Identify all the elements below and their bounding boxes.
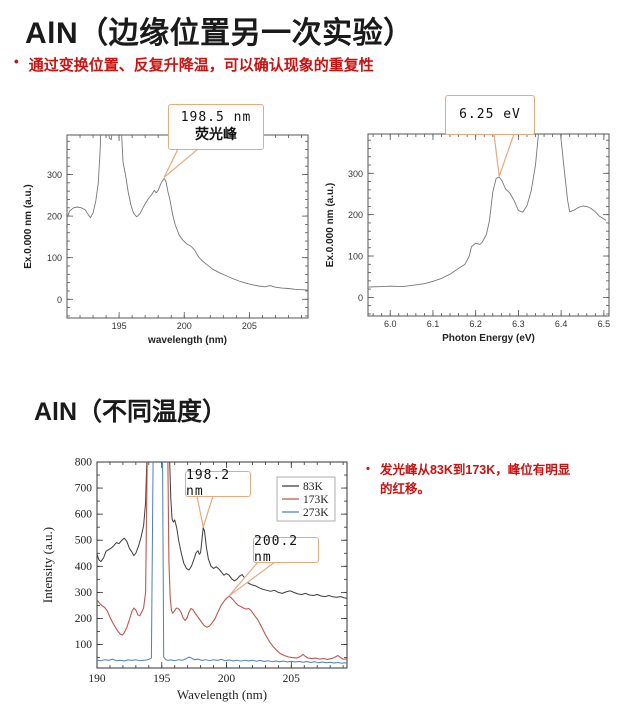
svg-text:6.1: 6.1 [427, 319, 440, 329]
svg-text:100: 100 [75, 639, 93, 651]
chart-photon-energy: 6.0 6.1 6.2 6.3 6.4 6.5 0 100 200 300 Photon Energ… [320, 90, 632, 348]
svg-text:800: 800 [75, 457, 93, 469]
callout-tail [493, 133, 515, 177]
bullet-repeatability: • 通过变换位置、反复升降温，可以确认现象的重复性 [14, 54, 614, 75]
svg-text:wavelength (nm): wavelength (nm) [147, 335, 227, 346]
bullet-repeatability-text: 通过变换位置、反复升降温，可以确认现象的重复性 [28, 57, 374, 74]
svg-text:700: 700 [75, 483, 93, 495]
callout-fluorescence-peak-label: 荧光峰 [195, 126, 237, 143]
svg-text:195: 195 [153, 673, 171, 685]
svg-text:195: 195 [112, 321, 127, 331]
svg-text:300: 300 [47, 170, 62, 180]
svg-text:200: 200 [348, 210, 363, 220]
callout-tail [163, 148, 200, 178]
bullet-dot: • [366, 463, 370, 475]
callout-peak-198-2-nm: 198.2 nm [185, 468, 251, 499]
svg-text:500: 500 [75, 535, 93, 547]
callout-peak-wavelength-value: 198.5 nm [180, 110, 252, 126]
svg-text:200: 200 [47, 212, 62, 222]
svg-text:205: 205 [283, 673, 301, 685]
svg-text:83K: 83K [303, 481, 324, 493]
callout-173k-peak-value: 200.2 nm [254, 533, 299, 565]
svg-text:6.4: 6.4 [555, 319, 568, 329]
chart-emission-wavelength: 195 200 205 0 100 200 300 wavelength (nm) Ex.0.0… [15, 90, 310, 348]
svg-text:6.2: 6.2 [469, 319, 482, 329]
svg-text:6.3: 6.3 [512, 319, 525, 329]
svg-text:190: 190 [88, 673, 106, 685]
svg-text:Ex.0.000 nm (a.u.): Ex.0.000 nm (a.u.) [325, 183, 336, 267]
svg-text:Ex.0.000 nm (a.u.): Ex.0.000 nm (a.u.) [23, 184, 34, 268]
callout-83k-peak-value: 198.2 nm [186, 467, 231, 499]
bullet-dot: • [14, 54, 19, 69]
svg-text:Intensity (a.u.): Intensity (a.u.) [40, 527, 55, 603]
svg-text:Wavelength (nm): Wavelength (nm) [177, 687, 267, 702]
callout-peak-198-5-nm: 198.5 nm 荧光峰 [168, 104, 264, 150]
svg-text:0: 0 [57, 295, 62, 305]
bullet-redshift: • 发光峰从83K到173K，峰位有明显的红移。 [366, 461, 578, 499]
svg-text:200: 200 [75, 613, 93, 625]
svg-text:300: 300 [348, 169, 363, 179]
chart-temperature-comparison: 190 195 200 205 100 200 300 400 500 600 700 800 Wave… [25, 453, 360, 714]
callout-peak-energy-value: 6.25 eV [459, 106, 521, 122]
bullet-redshift-text: 发光峰从83K到173K，峰位有明显的红移。 [379, 463, 571, 496]
svg-text:Photon Energy (eV): Photon Energy (eV) [442, 333, 535, 344]
svg-text:6.0: 6.0 [384, 319, 397, 329]
callout-peak-200-2-nm: 200.2 nm [253, 534, 319, 565]
svg-text:400: 400 [75, 561, 93, 573]
callout-tail [196, 495, 214, 528]
svg-text:200: 200 [218, 673, 236, 685]
svg-text:173K: 173K [303, 494, 329, 506]
svg-text:205: 205 [242, 321, 257, 331]
chart-canvas: 6.0 6.1 6.2 6.3 6.4 6.5 0 100 200 300 Photon Energ… [325, 133, 611, 344]
callout-peak-6-25-ev: 6.25 eV [445, 95, 535, 135]
page-title: AlN（边缘位置另一次实验） [25, 17, 414, 50]
svg-text:600: 600 [75, 509, 93, 521]
chart-canvas: 195 200 205 0 100 200 300 wavelength (nm) Ex.0.0… [23, 134, 309, 346]
section-title-temperature: AlN（不同温度） [34, 398, 228, 426]
svg-text:100: 100 [348, 252, 363, 262]
svg-text:200: 200 [177, 321, 192, 331]
svg-text:273K: 273K [303, 507, 329, 519]
svg-text:100: 100 [47, 253, 62, 263]
svg-text:0: 0 [358, 293, 363, 303]
svg-text:300: 300 [75, 587, 93, 599]
chart-canvas: 190 195 200 205 100 200 300 400 500 600 700 800 Wave… [40, 457, 348, 702]
svg-text:6.5: 6.5 [598, 319, 611, 329]
